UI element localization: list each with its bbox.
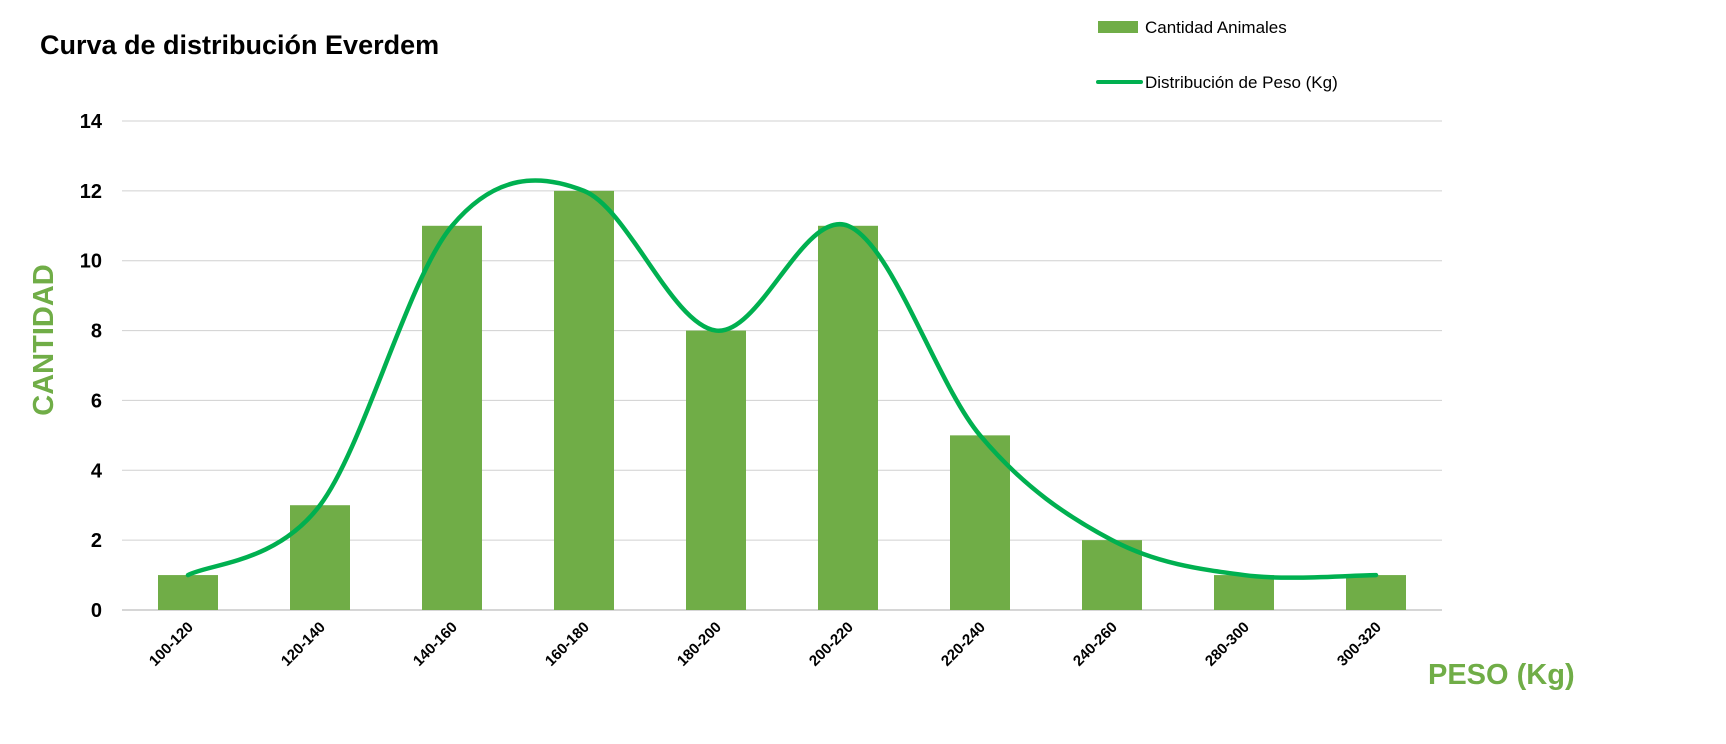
distribution-curve-layer <box>185 178 1379 580</box>
y-tick-label: 2 <box>91 530 102 552</box>
y-axis-title: CANTIDAD <box>28 264 60 415</box>
bar-140-160 <box>422 225 482 611</box>
bar-120-140 <box>290 505 350 610</box>
x-tick-label: 100-120 <box>146 619 197 670</box>
x-axis-title: PESO (Kg) <box>1428 659 1575 691</box>
x-tick-label: 140-160 <box>410 619 461 670</box>
bar-160-180 <box>554 190 614 610</box>
legend-label-distribucion-peso: Distribución de Peso (Kg) <box>1145 73 1338 92</box>
x-tick-label: 280-300 <box>1202 619 1253 670</box>
x-tick-label: 120-140 <box>278 619 329 670</box>
y-tick-label: 14 <box>80 111 103 133</box>
bar-280-300 <box>1214 575 1274 610</box>
y-tick-label: 8 <box>91 321 102 343</box>
x-tick-label: 240-260 <box>1070 619 1121 670</box>
distribution-curve <box>185 178 1379 580</box>
legend-swatch-cantidad-animales <box>1098 21 1138 33</box>
y-tick-label: 10 <box>80 251 102 273</box>
bar-220-240 <box>950 435 1010 610</box>
bar-300-320 <box>1346 575 1406 610</box>
y-tick-labels: 0 2 4 6 8 10 12 14 <box>80 111 103 622</box>
bar-180-200 <box>686 330 746 610</box>
x-tick-label: 160-180 <box>542 619 593 670</box>
x-tick-label: 200-220 <box>806 619 857 670</box>
x-tick-label: 220-240 <box>938 619 989 670</box>
x-tick-label: 180-200 <box>674 619 725 670</box>
bar-200-220 <box>818 225 878 611</box>
chart-title: Curva de distribución Everdem <box>40 30 439 60</box>
bar-100-120 <box>158 575 218 610</box>
y-tick-label: 0 <box>91 600 102 622</box>
legend-label-cantidad-animales: Cantidad Animales <box>1145 18 1287 37</box>
x-tick-labels: 100-120 120-140 140-160 160-180 180-200 200-2… <box>146 619 1385 670</box>
legend: Cantidad Animales Distribución de Peso (… <box>1096 18 1338 92</box>
y-tick-label: 6 <box>91 390 102 412</box>
y-tick-label: 4 <box>91 460 103 482</box>
bars <box>158 190 1406 611</box>
x-tick-label: 300-320 <box>1334 619 1385 670</box>
y-tick-label: 12 <box>80 181 102 203</box>
